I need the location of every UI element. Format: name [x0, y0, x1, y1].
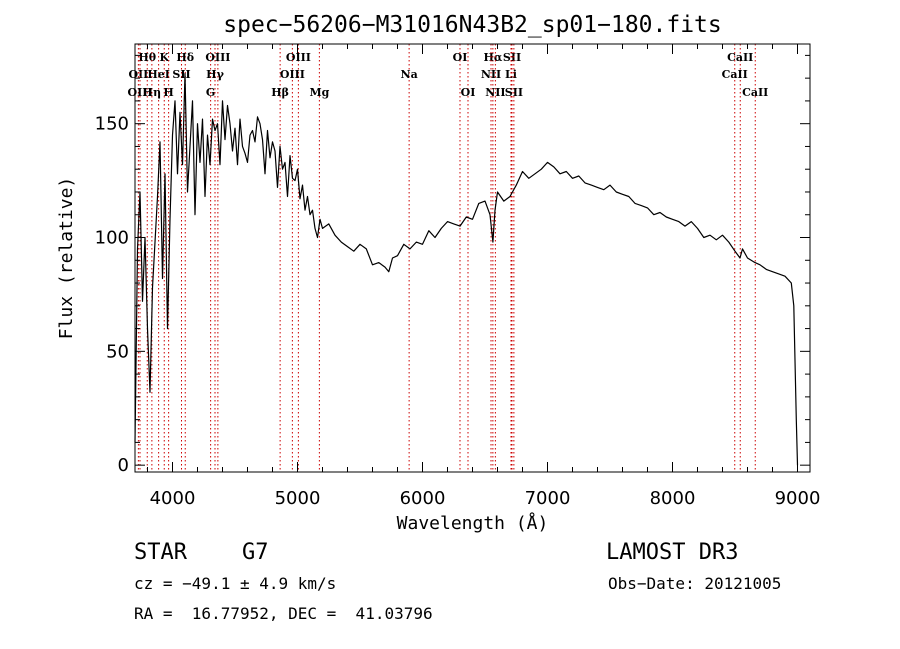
spectral-line-label: OII [128, 68, 148, 81]
y-tick-label: 150 [95, 114, 129, 135]
spectral-line-label: H [163, 86, 173, 99]
spectral-line-label: Hθ [138, 51, 156, 64]
spectral-line-label: OIII [127, 86, 152, 99]
y-tick-label: 0 [118, 455, 129, 476]
spectral-line-label: Hβ [271, 86, 289, 99]
spectral-line-label: G [206, 86, 215, 99]
spectral-line-label: NII [485, 86, 505, 99]
spectral-line-label: Li [505, 68, 517, 81]
spectral-line-label: HeI [147, 68, 170, 81]
redshift-velocity: cz = −49.1 ± 4.9 km/s [134, 574, 337, 593]
spectral-line-label: Hη [143, 86, 161, 99]
spectral-line-label: OI [461, 86, 476, 99]
y-tick-label: 50 [106, 341, 129, 362]
object-subclass: G7 [242, 540, 269, 565]
y-axis-label: Flux (relative) [56, 177, 77, 340]
x-tick-label: 7000 [525, 488, 571, 509]
x-axis-label: Wavelength (Å) [397, 512, 549, 534]
spectral-line-label: SII [172, 68, 190, 81]
spectral-line-label: OI [453, 51, 468, 64]
spectral-line-label: K [159, 51, 169, 64]
x-tick-label: 8000 [650, 488, 696, 509]
spectral-line-label: Hδ [176, 51, 194, 64]
spectral-line-label: Hα [483, 51, 502, 64]
spectral-line-label: CaII [722, 68, 748, 81]
spectral-line-label: Na [401, 68, 418, 81]
x-tick-label: 6000 [400, 488, 446, 509]
spectrum-line [134, 73, 799, 466]
object-class: STAR [134, 540, 187, 565]
sky-coordinates: RA = 16.77952, DEC = 41.03796 [134, 604, 433, 623]
observation-date: Obs−Date: 20121005 [608, 574, 782, 593]
plot-frame [134, 43, 811, 473]
y-tick-label: 100 [95, 228, 129, 249]
spectral-line-label: Hγ [206, 68, 224, 81]
spectral-line-label: OIII [280, 68, 305, 81]
spectral-line-label: CaII [742, 86, 768, 99]
chart-title: spec−56206−M31016N43B2_sp01−180.fits [223, 12, 722, 38]
spectral-line-label: NII [481, 68, 501, 81]
spectral-line-label: SII [503, 51, 521, 64]
survey-name: LAMOST DR3 [606, 540, 739, 565]
x-tick-label: 5000 [275, 488, 321, 509]
x-tick-label: 9000 [775, 488, 821, 509]
spectral-line-label: CaII [727, 51, 753, 64]
spectral-line-label: SII [505, 86, 523, 99]
spectral-line-label: Mg [309, 86, 329, 99]
spectral-line-label: OIII [286, 51, 311, 64]
spectral-line-label: OIII [205, 51, 230, 64]
x-tick-label: 4000 [150, 488, 196, 509]
